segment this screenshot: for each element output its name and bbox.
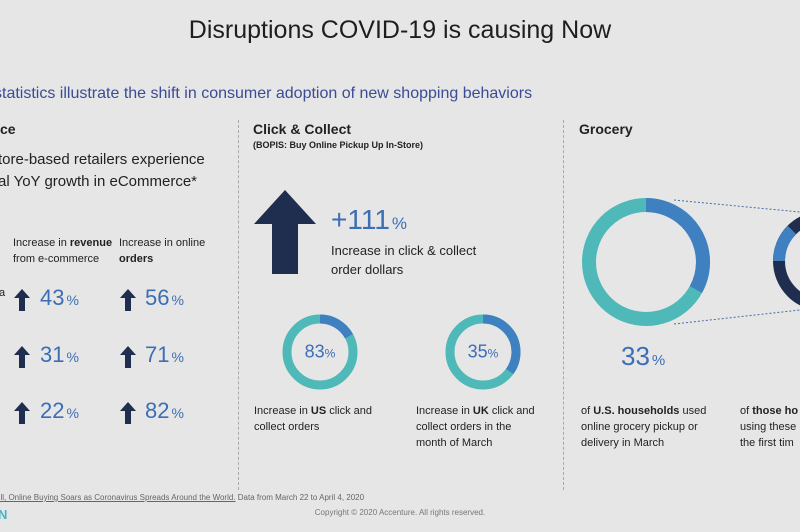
uk-ring-value: 35%	[467, 341, 499, 362]
grocery-heading: Grocery	[579, 121, 633, 137]
ecommerce-heading: ce	[0, 121, 16, 137]
page-title: Disruptions COVID-19 is causing Now	[188, 16, 612, 44]
revenue-up-arrow-icon	[14, 402, 30, 429]
subtitle: statistics illustrate the shift in consu…	[0, 85, 533, 102]
revenue-column-header: Increase in revenue from e-commerce	[13, 237, 113, 265]
orders-column-header: Increase in online orders	[119, 237, 206, 265]
revenue-growth-value: 22%	[40, 398, 79, 423]
revenue-up-arrow-icon	[14, 346, 30, 373]
orders-up-arrow-icon	[120, 289, 136, 316]
uk-ring-chart: 35%	[443, 312, 523, 392]
column-divider-2	[563, 120, 564, 490]
grocery-connector-lines	[673, 199, 800, 325]
column-divider-1	[238, 120, 239, 490]
revenue-growth-value: 31%	[40, 342, 79, 367]
grocery-value: 33%	[621, 341, 666, 371]
brand-logo-text: N	[0, 507, 9, 522]
us-ring-caption: Increase in US click and collect orders	[254, 405, 373, 433]
us-ring-value: 83%	[304, 341, 336, 362]
orders-up-arrow-icon	[120, 402, 136, 429]
grocery-ring-arc	[582, 198, 710, 326]
click-collect-subheading: (BOPIS: Buy Online Pickup Up In-Store)	[253, 140, 424, 150]
copyright: Copyright © 2020 Accenture. All rights r…	[314, 508, 486, 517]
ecommerce-intro-line2: al YoY growth in eCommerce*	[0, 173, 197, 190]
orders-up-arrow-icon	[120, 346, 136, 373]
grocery-detail-ring-chart	[773, 216, 800, 306]
grocery-detail-caption: of those ho using these the first tim	[740, 405, 799, 449]
source-link[interactable]: ell, Online Buying Soars as Coronavirus …	[0, 493, 236, 502]
source-note: ell, Online Buying Soars as Coronavirus …	[0, 493, 364, 502]
uk-ring-arc	[445, 314, 521, 390]
us-ring-chart: 83%	[280, 312, 360, 392]
orders-growth-value: 71%	[145, 342, 184, 367]
large-up-arrow-icon	[254, 190, 316, 274]
us-ring-arc	[282, 314, 358, 390]
grocery-caption: of U.S. households used online grocery p…	[581, 405, 707, 449]
orders-growth-value: 56%	[145, 285, 184, 310]
click-collect-big-value: +111%	[331, 204, 408, 235]
click-collect-heading: Click & Collect	[253, 121, 352, 137]
row-label-fragment: a	[0, 287, 6, 299]
ecommerce-intro: tore-based retailers experience al YoY g…	[0, 149, 205, 193]
orders-growth-value: 82%	[145, 398, 184, 423]
revenue-growth-value: 43%	[40, 285, 79, 310]
grocery-ring-chart	[580, 196, 712, 328]
click-collect-big-label: Increase in click & collect order dollar…	[331, 243, 477, 277]
revenue-up-arrow-icon	[14, 289, 30, 316]
ecommerce-intro-line1: tore-based retailers experience	[0, 151, 205, 168]
uk-ring-caption: Increase in UK click and collect orders …	[416, 405, 535, 449]
